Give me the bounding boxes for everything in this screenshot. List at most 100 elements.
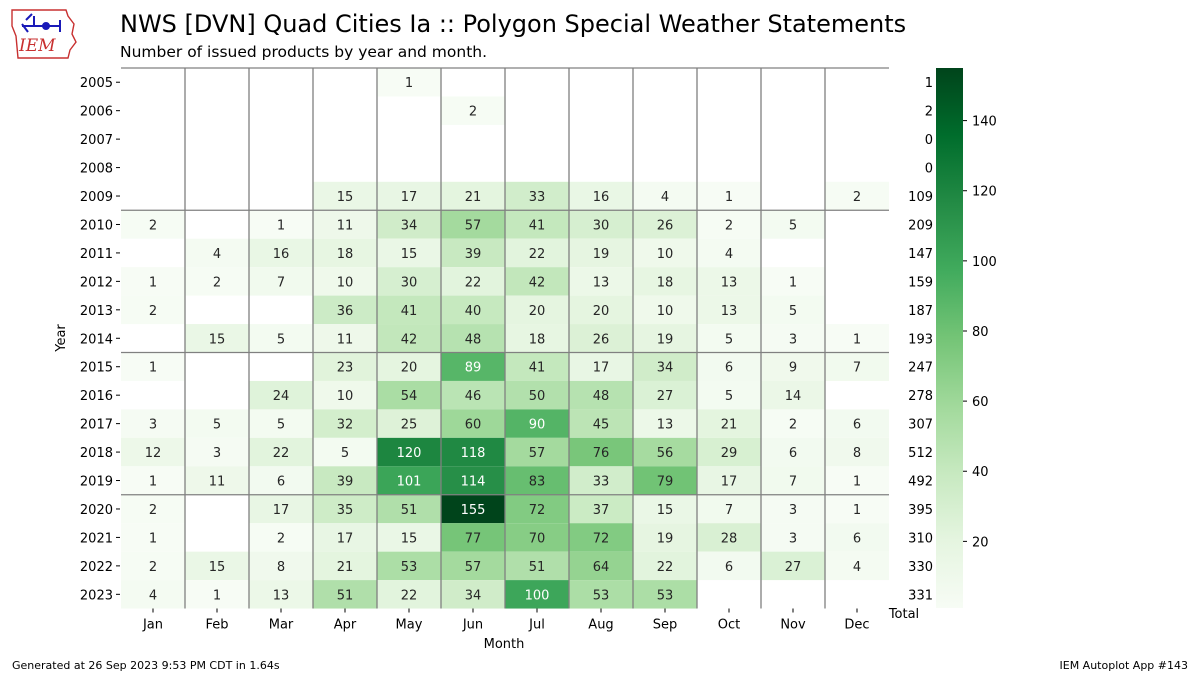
heatmap-cell: [697, 238, 761, 268]
heatmap-cell: [377, 551, 441, 581]
heatmap-cell: [249, 466, 313, 495]
heatmap-cell: [313, 324, 377, 353]
row-total: 331: [908, 588, 933, 603]
colorbar-tick-label: 120: [972, 185, 997, 200]
cell-value-label: 15: [209, 332, 226, 347]
heatmap-cell: [249, 238, 313, 268]
cell-value-label: 48: [593, 389, 610, 404]
heatmap-cell: [441, 466, 505, 495]
cell-value-label: 118: [461, 446, 486, 461]
y-tick-label: 2019: [80, 475, 113, 490]
y-tick-label: 2008: [80, 162, 113, 177]
cell-value-label: 76: [593, 446, 610, 461]
row-total: 0: [925, 133, 933, 148]
heatmap-cell: [761, 437, 825, 467]
y-tick-label: 2005: [80, 76, 113, 91]
heatmap-cell: [441, 523, 505, 552]
cell-value-label: 57: [465, 560, 482, 575]
cell-value-label: 2: [149, 560, 157, 575]
cell-value-label: 53: [401, 560, 418, 575]
cell-value-label: 9: [789, 361, 797, 376]
cell-value-label: 21: [337, 560, 354, 575]
cell-value-label: 20: [593, 304, 610, 319]
row-total: 1: [925, 76, 933, 91]
cell-value-label: 17: [721, 475, 738, 490]
heatmap-cell: [185, 466, 249, 495]
heatmap-cell: [441, 181, 505, 211]
heatmap-cell: [377, 580, 441, 609]
chart-subtitle: Number of issued products by year and mo…: [120, 43, 488, 61]
heatmap-cell: [441, 551, 505, 581]
cell-value-label: 10: [657, 304, 674, 319]
heatmap-cell: [377, 181, 441, 211]
row-total: 395: [908, 503, 933, 518]
cell-value-label: 10: [657, 247, 674, 262]
y-tick-labels: 2005 2006 2007 2008 2009 2010 2011 2012 2013 2014…: [80, 76, 120, 603]
row-total: 512: [908, 446, 933, 461]
cell-value-label: 23: [337, 361, 354, 376]
heatmap-cell: [825, 324, 889, 353]
colorbar-tick-label: 20: [972, 535, 989, 550]
cell-value-label: 16: [273, 247, 290, 262]
heatmap-cell: [313, 352, 377, 381]
cell-value-label: 56: [657, 446, 674, 461]
cell-value-label: 39: [337, 475, 354, 490]
heatmap-cell: [569, 295, 633, 325]
heatmap-cell: [313, 295, 377, 325]
heatmap-cell: [121, 466, 185, 495]
cell-value-label: 42: [401, 332, 418, 347]
x-tick-label: Jun: [462, 618, 483, 633]
cell-value-label: 5: [789, 218, 797, 233]
cell-value-label: 1: [789, 275, 797, 290]
heatmap-cell: [825, 494, 889, 524]
cell-value-label: 64: [593, 560, 610, 575]
cell-value-label: 8: [277, 560, 285, 575]
cell-value-label: 4: [661, 190, 669, 205]
cell-value-label: 5: [277, 418, 285, 433]
cell-value-label: 25: [401, 418, 418, 433]
heatmap-cell: [697, 267, 761, 296]
row-total: 159: [908, 275, 933, 290]
y-axis-label: Year: [54, 324, 69, 353]
cell-value-label: 6: [789, 446, 797, 461]
heatmap-cell: [505, 324, 569, 353]
cell-value-label: 13: [273, 588, 290, 603]
heatmap-cell: [825, 181, 889, 211]
heatmap-cell: [633, 409, 697, 438]
row-total: 187: [908, 304, 933, 319]
cell-value-label: 12: [145, 446, 162, 461]
heatmap-cell: [569, 551, 633, 581]
heatmap-cell: [761, 409, 825, 438]
heatmap-cell: [697, 551, 761, 581]
cell-value-label: 13: [657, 418, 674, 433]
heatmap-cell: [313, 580, 377, 609]
y-tick-label: 2021: [80, 531, 113, 546]
colorbar-tick-label: 60: [972, 395, 989, 410]
heatmap-cell: [249, 380, 313, 410]
cell-value-label: 13: [593, 275, 610, 290]
cell-value-label: 53: [657, 588, 674, 603]
cell-value-label: 155: [461, 503, 486, 518]
heatmap-cell: [505, 466, 569, 495]
x-tick-label: Jul: [528, 618, 545, 633]
cell-value-label: 22: [465, 275, 482, 290]
cell-value-label: 57: [465, 218, 482, 233]
heatmap-cell: [761, 324, 825, 353]
cell-value-label: 15: [401, 531, 418, 546]
heatmap-cell: [441, 409, 505, 438]
chart-title: NWS [DVN] Quad Cities Ia :: Polygon Spec…: [120, 10, 907, 38]
heatmap-cell: [569, 324, 633, 353]
heatmap-cell: [249, 437, 313, 467]
cell-value-label: 34: [401, 218, 418, 233]
cell-value-label: 1: [149, 275, 157, 290]
heatmap-cell: [697, 295, 761, 325]
cell-value-label: 6: [853, 418, 861, 433]
heatmap-cell: [569, 437, 633, 467]
cell-value-label: 19: [657, 332, 674, 347]
heatmap-cell: [825, 437, 889, 467]
heatmap-cell: [761, 267, 825, 296]
cell-value-label: 51: [529, 560, 546, 575]
heatmap-cell: [633, 352, 697, 381]
heatmap-cell: [313, 210, 377, 239]
